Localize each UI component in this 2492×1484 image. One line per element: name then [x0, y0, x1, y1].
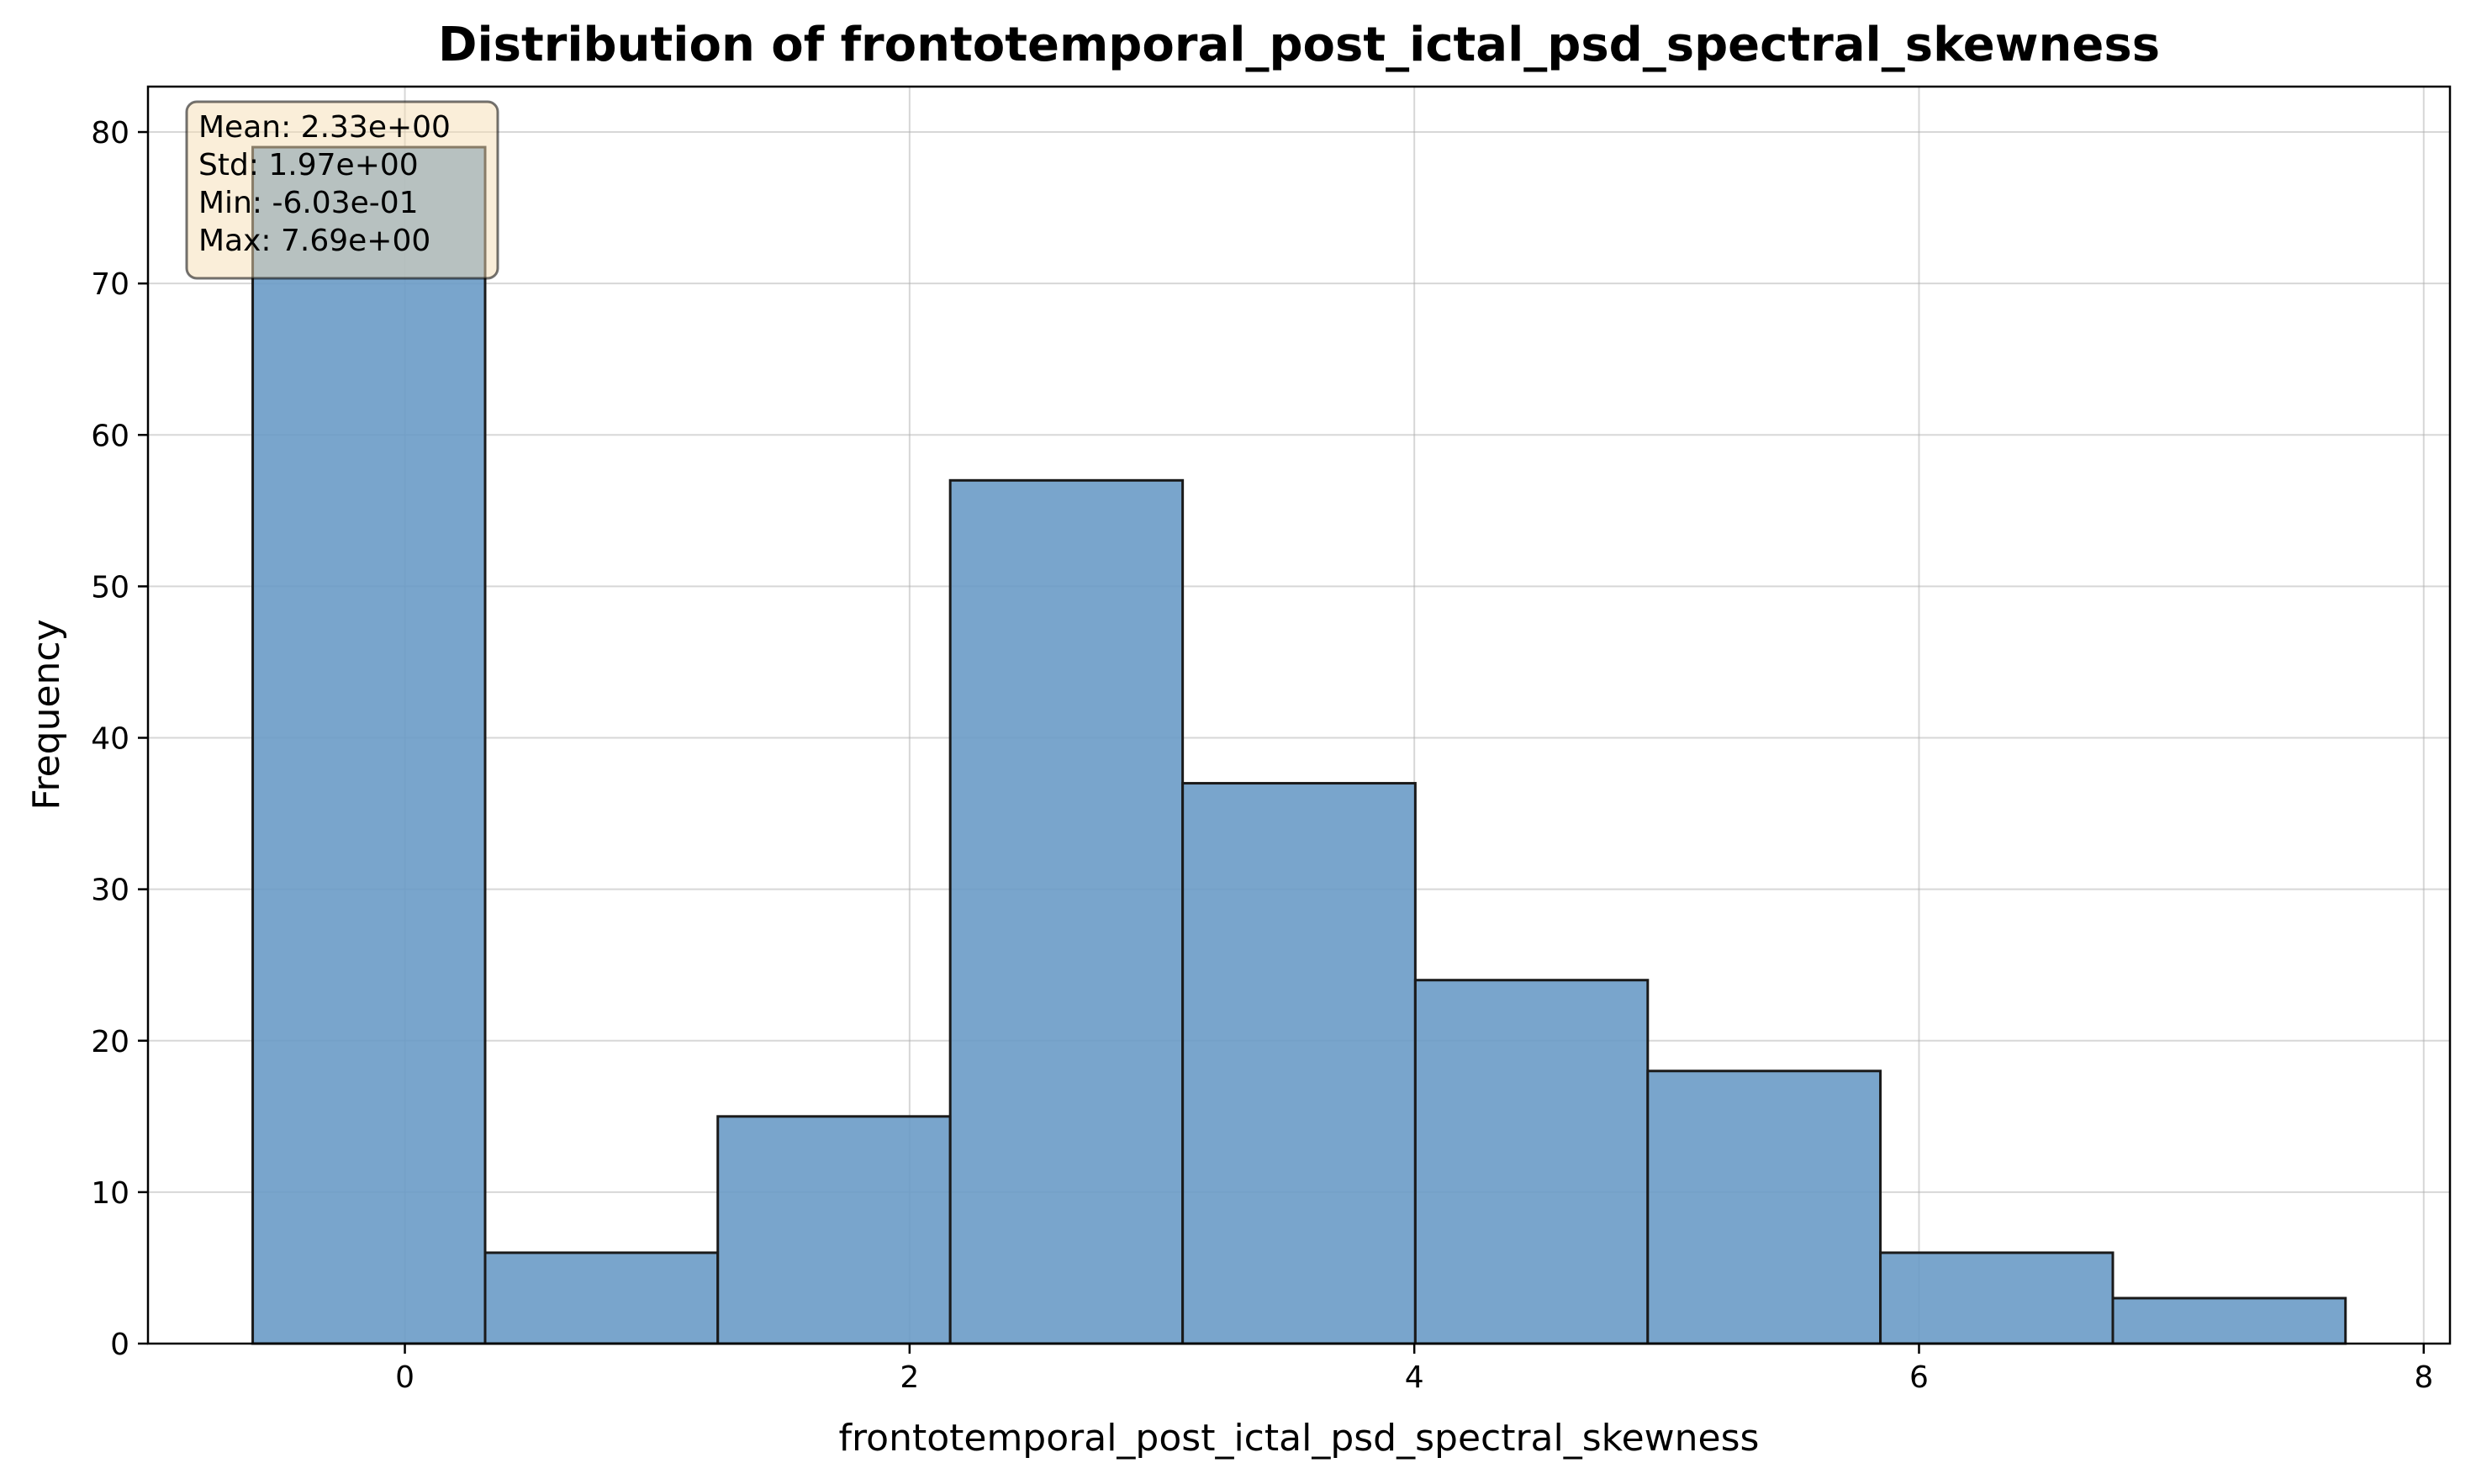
x-axis-label: frontotemporal_post_ictal_psd_spectral_s… [839, 1417, 1760, 1460]
histogram-bar [2111, 1297, 2347, 1345]
y-tick-label: 60 [91, 419, 129, 453]
y-tick-label: 0 [110, 1328, 129, 1362]
x-tick-label: 0 [395, 1360, 414, 1395]
x-tick-label: 4 [1405, 1360, 1424, 1395]
histogram-bar [483, 1251, 720, 1345]
y-tick-label: 20 [91, 1025, 129, 1059]
y-axis-label: Frequency [25, 619, 68, 810]
plot-area-frame [146, 85, 2452, 1345]
y-tick-label: 30 [91, 874, 129, 908]
x-tick-label: 6 [1909, 1360, 1929, 1395]
grid-lines [148, 87, 2450, 1344]
y-tick-label: 40 [91, 722, 129, 757]
histogram-bar [948, 478, 1185, 1345]
y-tick-label: 50 [91, 570, 129, 605]
histogram-bars [251, 145, 2347, 1345]
y-tick-label: 70 [91, 267, 129, 302]
histogram-bar [251, 145, 487, 1345]
stats-line: Min: -6.03e-01 [198, 186, 419, 220]
x-tick-label: 2 [900, 1360, 919, 1395]
stats-line: Std: 1.97e+00 [198, 148, 419, 182]
y-tick-label: 80 [91, 116, 129, 151]
stats-line: Mean: 2.33e+00 [198, 110, 451, 145]
histogram-bar [716, 1115, 952, 1345]
histogram-bar [1413, 979, 1650, 1345]
histogram-bar [1879, 1251, 2115, 1345]
stats-box-background [185, 100, 499, 280]
histogram-bar [1181, 782, 1417, 1345]
x-tick-label: 8 [2414, 1360, 2433, 1395]
histogram-bar [1646, 1069, 1882, 1345]
y-tick-label: 10 [91, 1176, 129, 1211]
chart-title: Distribution of frontotemporal_post_icta… [438, 18, 2160, 72]
stats-line: Max: 7.69e+00 [198, 224, 430, 258]
